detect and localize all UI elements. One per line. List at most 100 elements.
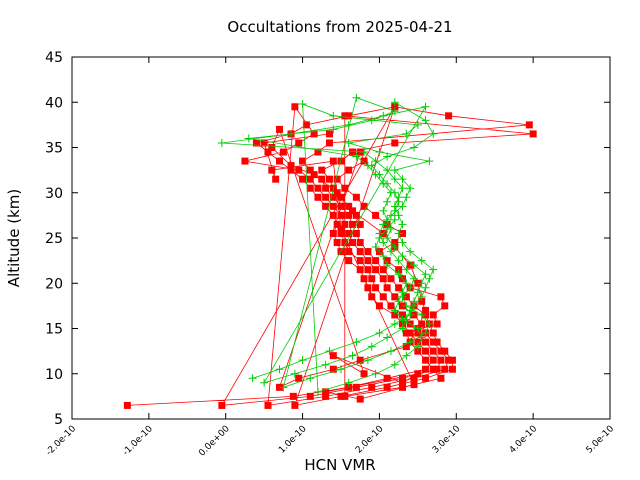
data-point: [333, 175, 341, 183]
data-point: [322, 184, 330, 192]
data-point: [244, 134, 253, 143]
data-point: [390, 188, 399, 197]
data-point: [272, 175, 280, 183]
data-point: [371, 243, 380, 252]
data-point: [413, 288, 422, 297]
data-point: [383, 333, 392, 342]
data-point: [337, 202, 345, 210]
data-point: [437, 374, 445, 382]
data-point: [313, 387, 322, 396]
data-point: [241, 157, 249, 165]
data-point: [398, 379, 406, 387]
data-point: [364, 284, 372, 292]
data-point: [306, 184, 314, 192]
data-point: [322, 388, 330, 396]
data-point: [352, 229, 360, 237]
data-point: [421, 102, 430, 111]
data-point: [398, 374, 406, 382]
data-point: [356, 248, 364, 256]
data-point: [433, 320, 441, 328]
data-point: [445, 112, 453, 120]
data-point: [414, 329, 422, 337]
data-point: [410, 274, 419, 283]
data-point: [287, 162, 295, 170]
data-point: [345, 229, 353, 237]
data-point: [398, 324, 407, 333]
data-point: [379, 252, 388, 261]
data-point: [417, 279, 426, 288]
data-point: [295, 166, 303, 174]
data-point: [306, 166, 314, 174]
data-point: [398, 383, 406, 391]
data-point: [360, 370, 368, 378]
data-point: [383, 215, 392, 224]
data-point: [390, 360, 399, 369]
plot-area: [123, 93, 537, 409]
data-point: [345, 202, 353, 210]
data-point: [337, 365, 345, 374]
data-point: [337, 193, 345, 201]
data-point: [386, 347, 395, 356]
data-point: [410, 374, 418, 382]
data-point: [421, 283, 430, 292]
data-point: [383, 257, 391, 265]
data-point: [402, 351, 411, 360]
series-line: [127, 105, 534, 406]
data-point: [410, 143, 419, 152]
data-point: [418, 320, 426, 328]
data-point: [248, 374, 257, 383]
data-point: [345, 166, 353, 174]
data-point: [414, 338, 422, 346]
data-point: [433, 338, 441, 346]
data-point: [414, 370, 422, 378]
data-point: [337, 225, 345, 233]
data-point: [352, 93, 361, 102]
data-point: [299, 157, 307, 165]
data-point: [379, 238, 388, 247]
data-point: [383, 224, 392, 233]
y-tick-label: 30: [45, 186, 63, 202]
data-point: [433, 365, 441, 373]
data-point: [379, 266, 387, 274]
data-point: [337, 229, 345, 237]
data-point: [379, 111, 388, 120]
data-point: [421, 270, 430, 279]
data-point: [425, 157, 434, 166]
data-point: [375, 148, 384, 157]
data-point: [417, 333, 426, 342]
data-point: [429, 265, 438, 274]
data-point: [398, 320, 406, 328]
data-point: [302, 121, 310, 129]
data-point: [344, 138, 353, 147]
data-point: [217, 138, 226, 147]
data-point: [295, 374, 303, 382]
data-point: [345, 257, 353, 265]
data-point: [379, 220, 388, 229]
data-point: [356, 257, 364, 265]
data-point: [398, 175, 407, 184]
data-point: [394, 297, 403, 306]
data-point: [352, 383, 360, 391]
data-point: [395, 284, 403, 292]
data-point: [383, 261, 392, 270]
data-point: [448, 365, 456, 373]
data-point: [341, 220, 349, 228]
y-tick-label: 5: [54, 412, 63, 428]
data-point: [394, 270, 403, 279]
data-point: [341, 184, 349, 192]
data-point: [387, 302, 395, 310]
data-point: [364, 266, 372, 274]
data-point: [406, 338, 415, 347]
data-point: [218, 401, 226, 409]
data-point: [372, 257, 380, 265]
data-point: [260, 139, 268, 147]
data-point: [383, 374, 391, 382]
data-point: [364, 257, 372, 265]
data-point: [291, 103, 299, 111]
data-point: [306, 175, 314, 183]
data-point: [345, 112, 353, 120]
data-point: [429, 311, 437, 319]
data-point: [394, 211, 403, 220]
data-point: [398, 315, 407, 324]
data-point: [333, 220, 341, 228]
